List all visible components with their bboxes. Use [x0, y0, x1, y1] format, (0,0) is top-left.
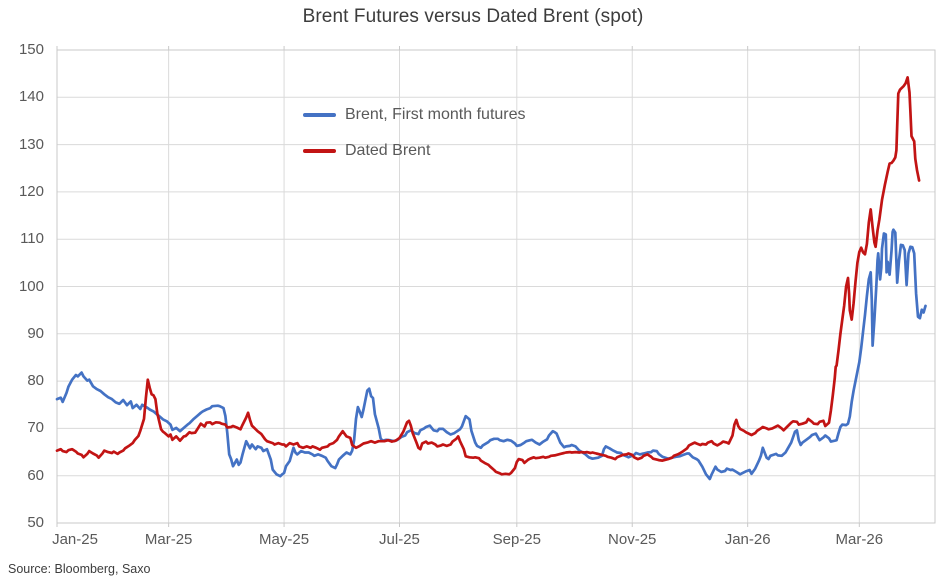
x-axis-label-Nov-25: Nov-25	[608, 531, 657, 548]
source-note: Source: Bloomberg, Saxo	[8, 562, 151, 576]
dated-brent-line-swatch	[303, 149, 336, 153]
x-axis-label-May-25: May-25	[259, 531, 310, 548]
y-axis-label-80: 80	[27, 372, 44, 390]
legend-label-futures: Brent, First month futures	[345, 106, 526, 123]
legend: Brent, First month futures Dated Brent	[303, 104, 526, 162]
y-axis-label-140: 140	[18, 88, 44, 106]
x-axis-label-Jul-25: Jul-25	[379, 531, 420, 548]
y-axis-label-110: 110	[20, 230, 44, 248]
x-axis-label-Mar-25: Mar-25	[144, 531, 193, 548]
y-axis-label-90: 90	[27, 324, 44, 342]
y-axis-label-100: 100	[18, 277, 44, 295]
dated-brent-series-line	[55, 76, 921, 476]
x-axis-label-Mar-26: Mar-26	[835, 531, 884, 548]
y-axis-label-60: 60	[27, 466, 44, 484]
y-axis-label-120: 120	[18, 182, 44, 200]
futures-line-swatch	[303, 113, 336, 117]
chart-title: Brent Futures versus Dated Brent (spot)	[302, 6, 644, 27]
y-axis-label-150: 150	[18, 41, 44, 58]
legend-label-dated-brent: Dated Brent	[345, 142, 431, 159]
x-axis-label-Jan-26: Jan-26	[724, 531, 771, 548]
x-axis-label-Jan-25: Jan-25	[52, 531, 98, 548]
y-axis-label-50: 50	[27, 514, 44, 531]
y-axis-label-70: 70	[27, 419, 44, 437]
futures-series-line	[55, 228, 927, 481]
legend-item-dated-brent: Dated Brent	[303, 140, 526, 162]
y-axis-label-130: 130	[18, 135, 44, 153]
legend-item-futures: Brent, First month futures	[303, 104, 526, 126]
x-axis-label-Sep-25: Sep-25	[492, 531, 541, 548]
plot-frame	[56, 49, 936, 524]
